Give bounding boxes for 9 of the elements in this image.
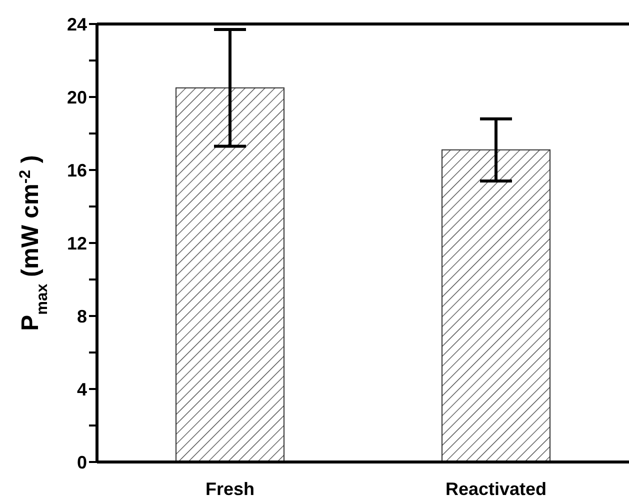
y-tick-label: 4 bbox=[76, 379, 87, 400]
y-tick-label: 16 bbox=[66, 160, 87, 180]
y-tick-label: 24 bbox=[66, 14, 87, 34]
y-tick-label: 12 bbox=[66, 233, 87, 254]
x-tick-label: Fresh bbox=[205, 478, 255, 499]
y-tick-label: 0 bbox=[76, 452, 87, 472]
y-tick-label: 20 bbox=[66, 87, 87, 108]
y-tick-label: 8 bbox=[76, 306, 87, 326]
x-tick-label: Reactivated bbox=[445, 478, 547, 499]
